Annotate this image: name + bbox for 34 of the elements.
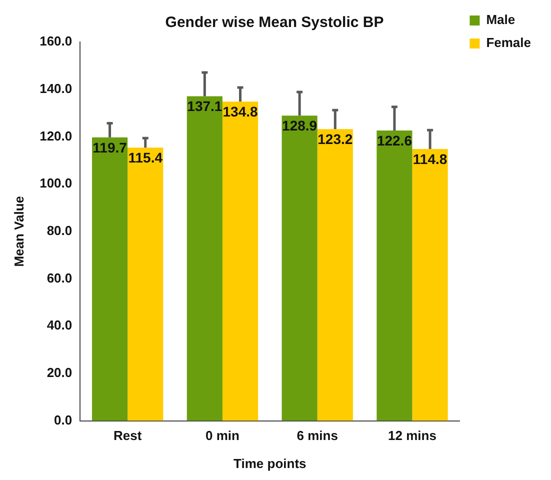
x-tick-label: 12 mins (388, 428, 436, 444)
y-tick-label: 40.0 (46, 318, 72, 333)
x-tick-label: Rest (113, 428, 142, 444)
y-tick-label: 80.0 (46, 222, 72, 238)
x-axis-title: Time points (234, 456, 306, 471)
y-tick-label: 120.0 (40, 128, 72, 144)
y-axis-title: Mean Value (11, 196, 26, 267)
data-label: 119.7 (92, 139, 128, 156)
data-label: 114.8 (412, 150, 448, 167)
y-tick-label: 140.0 (40, 80, 72, 96)
bar (376, 130, 412, 421)
data-label: 134.8 (222, 104, 258, 120)
chart-title: Gender wise Mean Systolic BP (165, 14, 384, 32)
bar (282, 116, 318, 421)
bar (186, 96, 222, 421)
data-label: 128.9 (282, 117, 318, 134)
bar (222, 102, 258, 421)
data-label: 123.2 (318, 130, 353, 147)
bar (128, 148, 164, 421)
legend-label: Male (486, 12, 516, 28)
y-tick-label: 20.0 (46, 365, 72, 380)
x-tick-label: 6 mins (296, 428, 338, 444)
data-label: 122.6 (376, 132, 412, 148)
bar (92, 137, 128, 421)
bar (412, 149, 448, 421)
legend-label: Female (486, 35, 532, 50)
bar (317, 129, 353, 421)
y-tick-label: 0.0 (54, 412, 72, 428)
y-tick-label: 160.0 (40, 34, 72, 49)
data-label: 137.1 (187, 98, 222, 114)
x-tick-label: 0 min (205, 428, 240, 444)
y-tick-label: 100.0 (40, 176, 72, 191)
y-tick-label: 60.0 (46, 270, 72, 286)
data-label: 115.4 (128, 149, 163, 166)
